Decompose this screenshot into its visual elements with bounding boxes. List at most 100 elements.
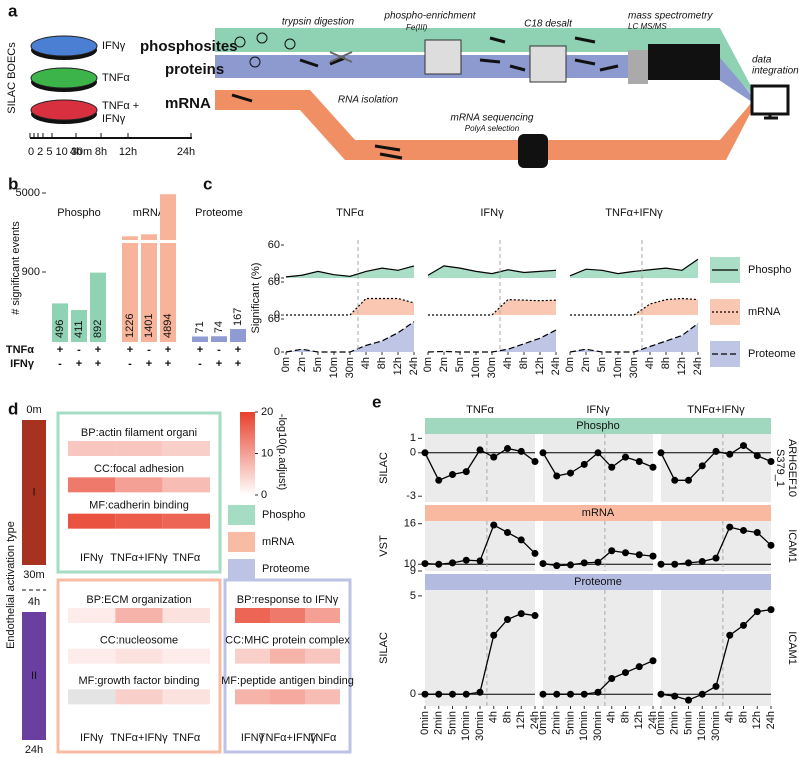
line [428, 298, 557, 316]
legend-label: Proteome [262, 563, 310, 575]
y-tick-label: 900 [22, 266, 40, 278]
line [569, 258, 699, 277]
y-axis-title: Endothelial activation type [5, 521, 17, 649]
point [421, 449, 429, 457]
point [657, 449, 665, 457]
point [622, 453, 629, 461]
y-tick-label: 5 [410, 590, 416, 602]
axis-break [159, 240, 177, 243]
area [428, 299, 556, 315]
point [671, 560, 679, 568]
point [539, 560, 547, 568]
y-tick-label: 60 [268, 239, 280, 251]
strip-label: Proteome [574, 576, 622, 588]
y-tick-label: 5000 [16, 187, 40, 199]
bar [52, 303, 68, 342]
group-label: Phospho [57, 207, 100, 219]
point [622, 549, 629, 557]
treatment: TNFα [102, 72, 130, 84]
point [553, 472, 561, 480]
condition-sign: - [58, 358, 62, 370]
point [531, 612, 539, 620]
condition-sign: - [217, 344, 221, 356]
cell-source: SILAC BOECs [6, 42, 18, 114]
point [657, 690, 665, 698]
heat-cell [115, 648, 163, 664]
colorbar [240, 412, 255, 495]
y-tick-label: 0 [274, 346, 280, 358]
term-label: CC:focal adhesion [94, 463, 184, 475]
bar [141, 234, 157, 342]
term-label: BP:ECM organization [86, 594, 191, 606]
enrichment-box [56, 578, 222, 754]
phase-bar [22, 420, 46, 565]
colorbar-tick-label: 0 [261, 489, 267, 501]
y-axis-title: SILAC [378, 632, 390, 664]
point [649, 657, 657, 665]
x-tick-label: 12h [633, 711, 645, 729]
column-label: TNFα+IFNγ [110, 552, 168, 564]
point [594, 449, 602, 457]
x-tick-label: 0min [655, 711, 667, 735]
x-tick-label: 10m [470, 357, 482, 378]
facet-title: TNFα+IFNγ [687, 404, 745, 416]
heat-cell [305, 608, 340, 623]
point [567, 561, 574, 569]
phase-label: I [32, 486, 35, 498]
axis-break [140, 240, 158, 243]
point [490, 453, 498, 461]
point [767, 457, 775, 465]
point [753, 608, 761, 616]
point [608, 547, 616, 555]
x-tick-label: 30m [486, 357, 498, 378]
point [726, 523, 734, 531]
column-label: TNFα [309, 732, 337, 744]
heat-cell [115, 477, 163, 493]
x-tick-label: 0min [537, 711, 549, 735]
value-label: 4894 [162, 314, 174, 338]
point [698, 462, 706, 470]
y-tick-label: 60 [268, 313, 280, 325]
panel-background [425, 434, 535, 502]
treatment: IFNγ [102, 113, 126, 125]
colorbar-tick-label: 20 [261, 406, 273, 418]
time-label: 12h [119, 146, 137, 158]
x-tick-label: 12h [515, 711, 527, 729]
value-label: 411 [73, 320, 85, 338]
strip [425, 418, 771, 434]
ms-device [648, 44, 720, 80]
line [285, 321, 415, 353]
point [435, 560, 443, 568]
x-tick-label: 2min [551, 711, 563, 735]
x-tick-label: 4h [488, 711, 500, 723]
term-label: CC:nucleosome [100, 635, 178, 647]
x-tick-label: 8h [619, 711, 631, 723]
x-tick-label: 5min [446, 711, 458, 735]
phase-time: 24h [25, 744, 43, 756]
point [531, 549, 539, 557]
heat-cell [235, 648, 270, 664]
point [685, 559, 692, 567]
point [767, 606, 775, 614]
panel-background [661, 521, 771, 571]
x-tick-label: 24h [647, 711, 659, 729]
ms-device [628, 50, 648, 84]
point [539, 449, 547, 457]
feature-label: ICAM1 [786, 631, 798, 665]
y-tick-label: 60 [268, 276, 280, 288]
y-axis-title: SILAC [378, 452, 390, 484]
term-label: CC:MHC protein complex [225, 635, 350, 647]
heat-cell [162, 441, 210, 456]
point [649, 463, 657, 471]
point [476, 446, 484, 454]
panel-background [543, 434, 653, 502]
phase-time: 0m [26, 404, 41, 416]
group-label: Proteome [195, 207, 243, 219]
y-tick-label: 0 [274, 309, 280, 321]
x-tick-label: 2min [669, 711, 681, 735]
legend-label: mRNA [262, 536, 295, 548]
condition-sign: - [198, 358, 202, 370]
term-label: BP:actin filament organi [81, 427, 197, 439]
facet-title: TNFα [336, 207, 364, 219]
value-label: 167 [232, 308, 244, 326]
